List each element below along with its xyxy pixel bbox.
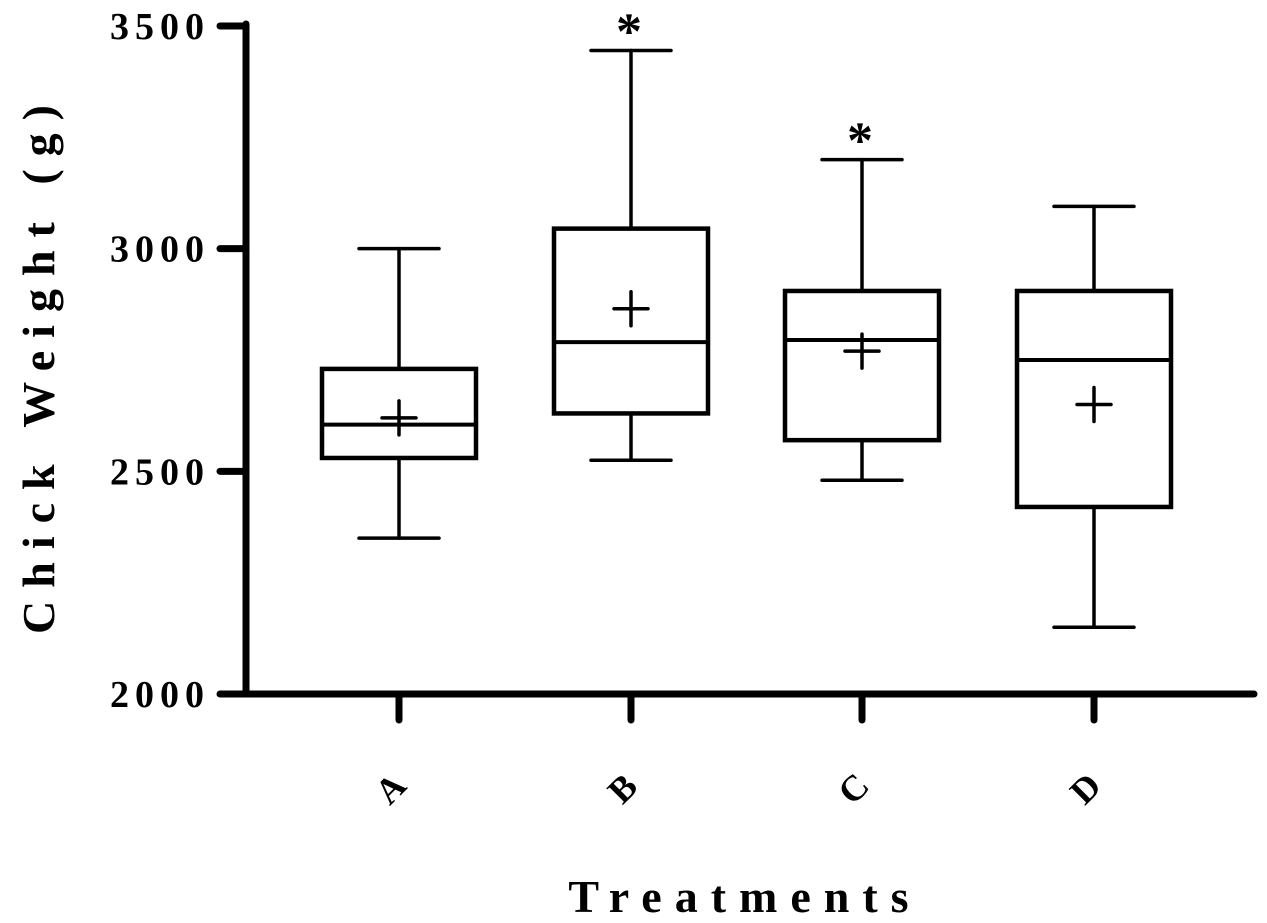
- significance-asterisk-icon: *: [616, 3, 642, 60]
- x-axis-ticks: A B C D: [367, 690, 1109, 812]
- box-b: *: [551, 3, 711, 462]
- y-tick-label: 3000: [110, 229, 210, 271]
- box-d: [1014, 204, 1174, 629]
- significance-asterisk-icon: *: [847, 113, 873, 170]
- x-tick-label-c: C: [830, 765, 877, 812]
- x-tick-label-d: D: [1062, 765, 1109, 812]
- box-a: [319, 246, 479, 540]
- x-tick-label-a: A: [367, 765, 414, 812]
- box-c: *: [782, 113, 942, 482]
- y-tick-label: 2500: [110, 451, 210, 493]
- y-axis-ticks: 2000 2500 3000 3500: [110, 6, 250, 716]
- box-plot-series: **: [319, 3, 1174, 629]
- x-tick-label-b: B: [600, 766, 645, 811]
- y-tick-label: 2000: [110, 674, 210, 716]
- y-axis-title: Chick Weight (g): [13, 92, 64, 634]
- y-tick-label: 3500: [110, 6, 210, 48]
- x-axis-title: Treatments: [568, 871, 921, 922]
